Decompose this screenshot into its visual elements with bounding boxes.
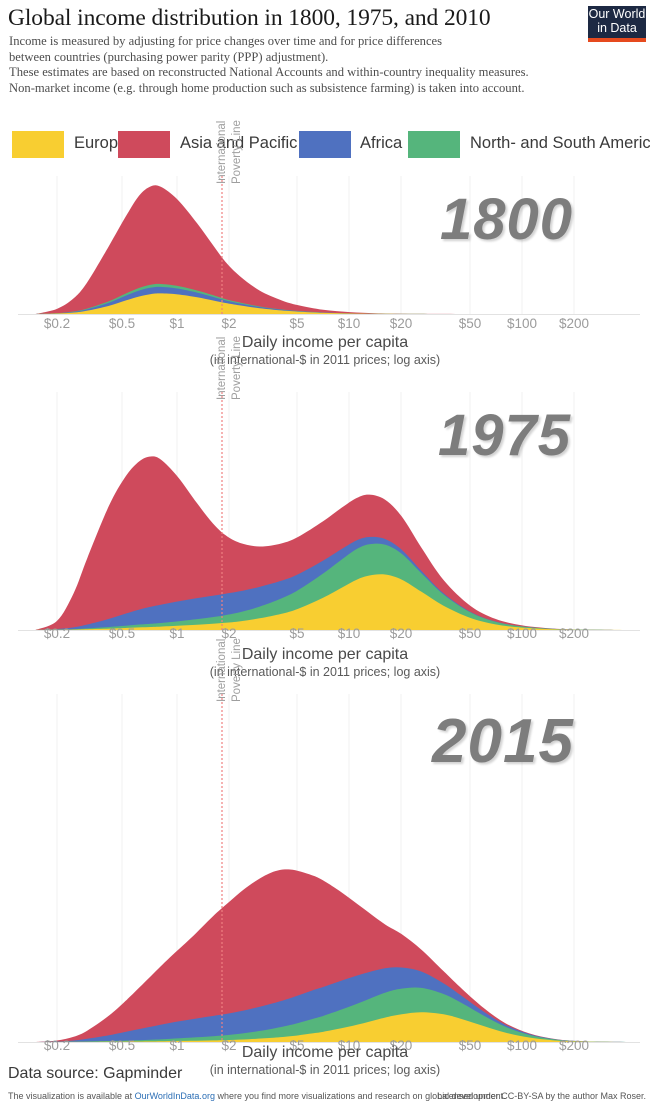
- x-tick-label: $200: [558, 1038, 590, 1053]
- x-axis-subtitle: (in international-$ in 2011 prices; log …: [209, 353, 441, 367]
- legend-swatch: [118, 131, 170, 158]
- owid-link[interactable]: OurWorldInData.org: [134, 1091, 215, 1101]
- x-tick-label: $10: [337, 1038, 361, 1053]
- x-tick-label: $200: [558, 626, 590, 641]
- x-tick-label: $0.2: [43, 1038, 71, 1053]
- x-axis-title: Daily income per capita: [241, 1044, 409, 1061]
- x-axis-title: Daily income per capita: [241, 646, 409, 663]
- year-label: 2015: [432, 707, 574, 776]
- legend-label: North- and South America: [470, 134, 650, 152]
- chart-panel-2015: [0, 694, 650, 1078]
- poverty-line-label-top: International: [216, 336, 228, 400]
- x-tick-label: $10: [337, 626, 361, 641]
- footer-note-pre: The visualization is available at: [8, 1091, 135, 1101]
- poverty-line-label-bottom: Poverty Line: [231, 638, 243, 702]
- legend-swatch: [408, 131, 460, 158]
- logo-line-1: Our World: [588, 7, 646, 21]
- area-series-europe: [35, 293, 626, 315]
- x-tick-label: $50: [458, 626, 482, 641]
- x-tick-label: $100: [506, 626, 538, 641]
- legend-label: Africa: [360, 134, 403, 152]
- x-tick-label: $1: [169, 1038, 185, 1053]
- x-axis-subtitle: (in international-$ in 2011 prices; log …: [209, 1063, 441, 1077]
- poverty-line-label-bottom: Poverty Line: [231, 336, 243, 400]
- data-source-label: Data source: Gapminder: [8, 1065, 183, 1082]
- legend-swatch: [299, 131, 351, 158]
- x-tick-label: $2: [221, 316, 237, 331]
- x-tick-label: $2: [221, 1038, 237, 1053]
- x-tick-label: $0.5: [108, 1038, 136, 1053]
- x-tick-label: $0.5: [108, 316, 136, 331]
- x-axis-tick-labels: $0.2 $0.5 $1 $2 $5 $10 $20 $50 $100 $200: [0, 626, 650, 644]
- logo-line-2: in Data: [597, 21, 637, 35]
- subtitle-line-1: Income is measured by adjusting for pric…: [9, 34, 443, 48]
- page-header: Global income distribution in 1800, 1975…: [0, 0, 650, 96]
- x-tick-label: $50: [458, 1038, 482, 1053]
- x-tick-label: $20: [389, 316, 413, 331]
- poverty-line-label-top: International: [216, 638, 228, 702]
- page-title: Global income distribution in 1800, 1975…: [8, 5, 491, 31]
- subtitle-line-2: between countries (purchasing power pari…: [9, 49, 329, 64]
- x-tick-label: $10: [337, 316, 361, 331]
- footer-license: Licensed under CC-BY-SA by the author Ma…: [437, 1091, 646, 1101]
- our-world-in-data-logo[interactable]: Our World in Data: [588, 6, 646, 42]
- x-tick-label: $1: [169, 626, 185, 641]
- area-series-europe: [35, 574, 626, 630]
- x-tick-label: $100: [506, 316, 538, 331]
- poverty-line-label-top: International: [216, 120, 228, 184]
- x-tick-label: $1: [169, 316, 185, 331]
- x-axis-title-block: Daily income per capita (in international…: [0, 334, 650, 367]
- legend-label: Asia and Pacific: [180, 134, 298, 152]
- x-tick-label: $20: [389, 626, 413, 641]
- year-label: 1800: [440, 187, 574, 252]
- x-tick-label: $20: [389, 1038, 413, 1053]
- x-tick-label: $0.2: [43, 626, 71, 641]
- x-tick-label: $100: [506, 1038, 538, 1053]
- x-tick-label: $200: [558, 316, 590, 331]
- x-tick-label: $50: [458, 316, 482, 331]
- area-series-asia-and-pacific: [35, 869, 626, 1042]
- x-axis-title: Daily income per capita: [241, 334, 409, 351]
- stacked-area-chart: [18, 392, 640, 631]
- area-series-asia-and-pacific: [35, 185, 626, 314]
- x-axis-subtitle: (in international-$ in 2011 prices; log …: [209, 665, 441, 679]
- page-subtitle: Income is measured by adjusting for pric…: [9, 34, 650, 96]
- x-axis-tick-labels: $0.2 $0.5 $1 $2 $5 $10 $20 $50 $100 $200: [0, 316, 650, 334]
- x-tick-label: $5: [289, 626, 305, 641]
- stacked-area-chart: [18, 176, 640, 315]
- stacked-area-chart: [18, 694, 640, 1043]
- footer-note-post: where you find more visualizations and r…: [214, 1091, 506, 1101]
- x-tick-label: $5: [289, 316, 305, 331]
- footer-note: The visualization is available at OurWor…: [8, 1091, 506, 1101]
- poverty-line-label-bottom: Poverty Line: [231, 120, 243, 184]
- legend-swatch: [12, 131, 64, 158]
- legend-label: Europe: [74, 134, 128, 152]
- x-axis-title-block: Daily income per capita (in international…: [0, 646, 650, 679]
- x-tick-label: $2: [221, 626, 237, 641]
- area-series-north-and-south-america: [35, 543, 626, 630]
- chart-panel-1975: [0, 392, 650, 666]
- chart-panel-1800: [0, 176, 650, 356]
- x-axis-title-block: Daily income per capita (in international…: [0, 1044, 650, 1077]
- area-series-europe: [35, 1012, 626, 1042]
- x-tick-label: $0.5: [108, 626, 136, 641]
- x-axis-tick-labels: $0.2 $0.5 $1 $2 $5 $10 $20 $50 $100 $200: [0, 1038, 650, 1056]
- subtitle-line-3: These estimates are based on reconstruct…: [9, 65, 529, 79]
- x-tick-label: $0.2: [43, 316, 71, 331]
- year-label: 1975: [438, 403, 572, 468]
- chart-legend: Europe Asia and Pacific Africa North- and S…: [0, 130, 650, 162]
- subtitle-line-4: Non-market income (e.g. through home pro…: [9, 80, 525, 95]
- x-tick-label: $5: [289, 1038, 305, 1053]
- area-series-asia-and-pacific: [35, 456, 626, 630]
